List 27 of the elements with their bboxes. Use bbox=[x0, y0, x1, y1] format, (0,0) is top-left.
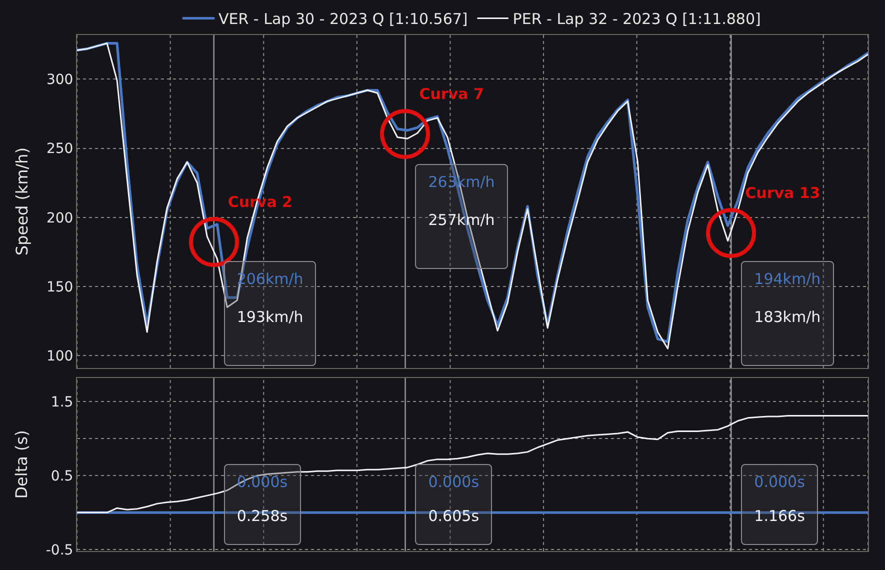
tooltip-box: 0.000s 0.605s bbox=[415, 464, 492, 545]
annotation: 194km/h bbox=[754, 270, 821, 288]
tooltip-box: 0.000s 1.166s bbox=[741, 464, 818, 545]
y-tick-label: 300 bbox=[46, 72, 74, 88]
annotation: 0.000s bbox=[236, 473, 288, 491]
annotation: 0.605s bbox=[428, 507, 480, 525]
tooltip-box: 194km/h 183km/h bbox=[741, 261, 834, 366]
y-tick-label: 150 bbox=[46, 279, 74, 296]
tooltip-box: 0.000s 0.258s bbox=[224, 464, 301, 545]
annotation: 193km/h bbox=[236, 308, 304, 326]
legend-label: VER - Lap 30 - 2023 Q [1:10.567] bbox=[218, 10, 468, 28]
annotation: Curva 7 bbox=[419, 85, 484, 104]
annotation: 0.000s bbox=[428, 473, 480, 491]
annotation: 183km/h bbox=[754, 308, 821, 326]
y-tick-label: 250 bbox=[46, 141, 74, 158]
annotation: Curva 13 bbox=[745, 184, 820, 202]
annotation: 1.166s bbox=[754, 507, 805, 525]
annotation: 0.000s bbox=[754, 473, 805, 491]
legend-label: PER - Lap 32 - 2023 Q [1:11.880] bbox=[512, 10, 761, 28]
y-tick-label: 200 bbox=[46, 210, 74, 226]
y-tick-label: 100 bbox=[46, 348, 74, 364]
y-axis-title: Speed (km/h) bbox=[12, 147, 32, 256]
y-tick-label: -0.5 bbox=[46, 542, 74, 558]
annotation: 0.258s bbox=[236, 507, 288, 525]
y-tick-label: 0.5 bbox=[50, 468, 74, 484]
y-tick-label: 1.5 bbox=[50, 394, 74, 411]
y-axis-title: Delta (s) bbox=[12, 430, 31, 499]
